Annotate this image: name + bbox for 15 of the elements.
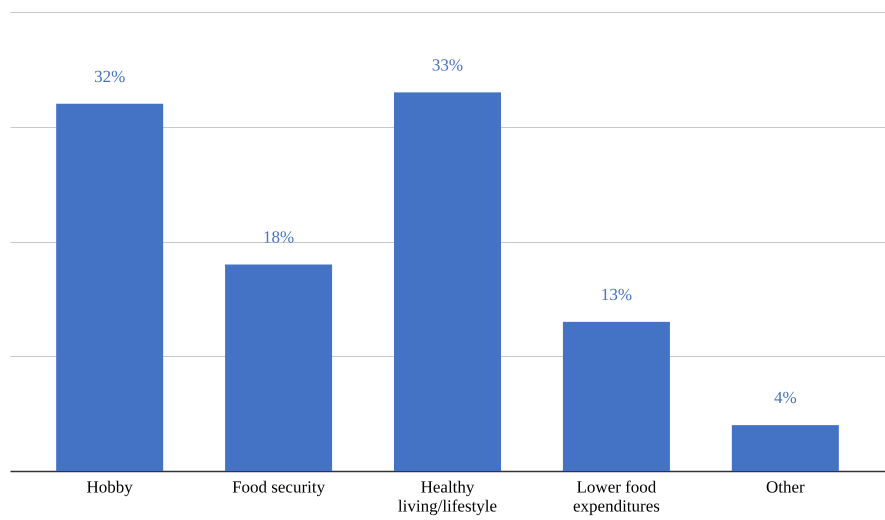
data-label: 4% bbox=[774, 388, 797, 408]
x-tick-label: Other bbox=[766, 478, 806, 496]
x-tick-label: Lower food expenditures bbox=[572, 478, 660, 516]
bar bbox=[56, 104, 164, 471]
data-label: 33% bbox=[432, 55, 464, 74]
data-label: 32% bbox=[94, 66, 126, 86]
x-tick-label: Healthy living/lifestyle bbox=[398, 478, 498, 516]
data-label: 18% bbox=[262, 227, 294, 246]
x-tick-label: Hobby bbox=[86, 478, 134, 496]
x-tick-label: Food security bbox=[232, 478, 326, 496]
bar bbox=[562, 322, 670, 471]
bar bbox=[225, 264, 332, 471]
data-label: 13% bbox=[600, 284, 632, 304]
bar bbox=[732, 425, 839, 471]
bar bbox=[394, 92, 501, 471]
